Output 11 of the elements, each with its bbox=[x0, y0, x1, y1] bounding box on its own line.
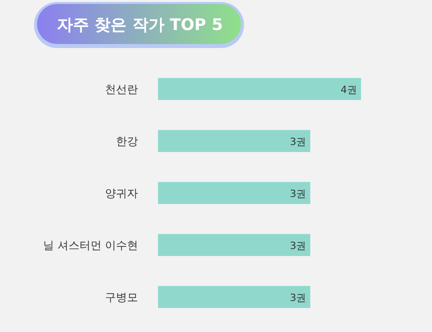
y-tick-label: 구병모 bbox=[105, 291, 138, 304]
y-tick-label: 양귀자 bbox=[105, 187, 138, 200]
data-label: 3권 bbox=[290, 189, 306, 200]
data-label: 4권 bbox=[340, 85, 357, 96]
y-tick-label: 천선란 bbox=[105, 83, 138, 96]
y-tick-label: 닐 셔스터먼 이수현 bbox=[43, 239, 138, 252]
data-label: 3권 bbox=[290, 293, 306, 304]
data-label: 3권 bbox=[290, 241, 306, 252]
y-tick-label: 한강 bbox=[116, 135, 138, 148]
data-label: 3권 bbox=[290, 137, 306, 148]
chart-title: 자주 찾은 작가 TOP 5 bbox=[57, 15, 223, 34]
